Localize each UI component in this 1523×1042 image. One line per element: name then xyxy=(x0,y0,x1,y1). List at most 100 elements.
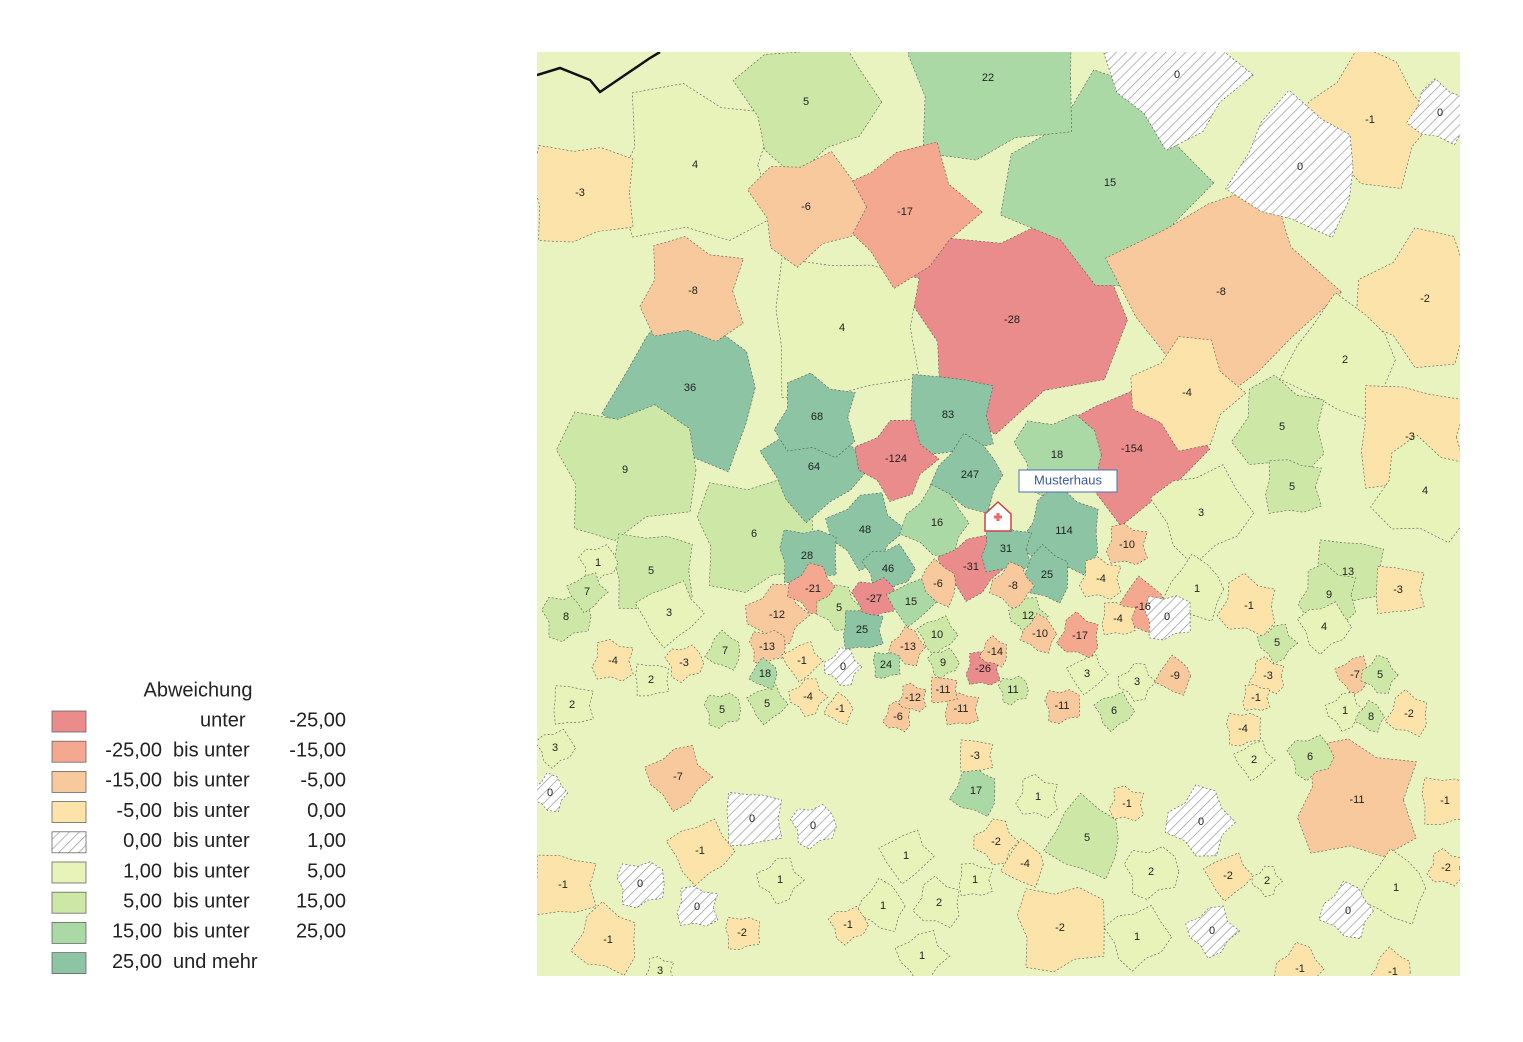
region-label: 5 xyxy=(719,704,725,716)
marker-box xyxy=(1018,469,1118,493)
region xyxy=(981,523,1033,573)
region xyxy=(1265,459,1322,514)
region xyxy=(882,700,911,733)
region xyxy=(746,684,789,726)
region-label: -1 xyxy=(1122,798,1132,810)
region xyxy=(997,675,1029,706)
legend-swatch xyxy=(51,710,87,733)
region-label: 5 xyxy=(764,698,770,710)
region-label: 5 xyxy=(1279,421,1285,433)
region-label: -1 xyxy=(1388,966,1398,978)
region-label: 2 xyxy=(1342,354,1348,366)
region xyxy=(1164,784,1236,857)
region-label: -1 xyxy=(558,879,568,891)
region-label: 15 xyxy=(1104,177,1116,189)
region-label: 22 xyxy=(982,72,994,84)
region-label: -4 xyxy=(1096,573,1106,585)
region xyxy=(696,479,814,593)
region-label: 5 xyxy=(1289,481,1295,493)
region xyxy=(635,663,670,697)
region-label: -4 xyxy=(608,655,618,667)
legend-swatch xyxy=(51,922,87,944)
region xyxy=(537,145,634,243)
region-label: -3 xyxy=(1263,670,1273,682)
region-label: -4 xyxy=(803,691,813,703)
legend-from: 1,00 xyxy=(123,860,162,882)
region-label: 0 xyxy=(637,878,643,890)
region-label: -13 xyxy=(759,641,775,653)
region xyxy=(1103,52,1254,151)
region-label: -8 xyxy=(1216,286,1226,298)
region-label: 114 xyxy=(1055,525,1073,537)
legend-text: bis unter xyxy=(173,770,250,792)
region xyxy=(1203,852,1254,902)
region-label: 7 xyxy=(722,645,728,657)
region xyxy=(1233,740,1276,782)
region-label: 1 xyxy=(595,557,601,569)
region xyxy=(1016,886,1105,973)
region xyxy=(978,635,1007,668)
region xyxy=(912,875,960,929)
region-label: 5 xyxy=(836,602,842,614)
region-label: -1 xyxy=(843,919,853,931)
region-label: -31 xyxy=(963,561,979,573)
legend-swatch xyxy=(51,831,87,854)
region-label: 7 xyxy=(584,586,590,598)
region-label: 4 xyxy=(692,159,698,171)
region xyxy=(1426,848,1460,887)
region xyxy=(1248,656,1285,695)
region xyxy=(823,691,854,725)
region-label: 9 xyxy=(622,464,628,476)
legend-to: 15,00 xyxy=(296,890,346,912)
region-label: 25 xyxy=(1041,569,1053,581)
region-label: 1 xyxy=(880,900,886,912)
region-label: -2 xyxy=(737,927,747,939)
region xyxy=(825,492,907,572)
region-label: 13 xyxy=(1342,566,1354,578)
region xyxy=(989,561,1035,609)
region xyxy=(886,578,937,628)
region xyxy=(1185,905,1241,959)
region-label: -2 xyxy=(1404,708,1414,720)
region-label: -2 xyxy=(1223,870,1233,882)
region-label: -16 xyxy=(1135,601,1151,613)
legend-text: bis unter xyxy=(173,890,250,912)
region xyxy=(958,863,993,897)
region xyxy=(756,857,805,905)
region-label: 2 xyxy=(1148,866,1154,878)
region-label: 247 xyxy=(961,469,979,481)
region-label: -8 xyxy=(688,285,698,297)
region xyxy=(1056,611,1099,659)
region-label: 3 xyxy=(1198,507,1204,519)
region-label: -28 xyxy=(1004,314,1020,326)
region xyxy=(1000,838,1044,888)
legend-swatch xyxy=(51,952,87,974)
region xyxy=(828,906,869,946)
region xyxy=(1225,89,1354,238)
region-label: -1 xyxy=(1295,963,1305,975)
region xyxy=(537,772,569,812)
region-label: 3 xyxy=(666,607,672,619)
region-label: -1 xyxy=(1251,692,1261,704)
region xyxy=(556,404,697,541)
region-label: 4 xyxy=(839,322,845,334)
region xyxy=(537,728,576,769)
region-label: -1 xyxy=(695,845,705,857)
region-label: -3 xyxy=(679,657,689,669)
region-label: 16 xyxy=(931,517,943,529)
region xyxy=(916,615,959,657)
region xyxy=(1019,612,1058,654)
region-label: -4 xyxy=(1238,723,1248,735)
region-label: 1 xyxy=(1194,583,1200,595)
region-label: 25 xyxy=(856,624,868,636)
region xyxy=(1101,602,1137,636)
legend-to: 0,00 xyxy=(307,800,346,822)
region-label: -12 xyxy=(769,609,785,621)
legend-from: 5,00 xyxy=(123,890,162,912)
region-label: -3 xyxy=(1405,431,1415,443)
region-label: 5 xyxy=(803,96,809,108)
region xyxy=(1216,572,1276,637)
region-label: 15 xyxy=(905,596,917,608)
region-label: 0 xyxy=(1209,925,1215,937)
